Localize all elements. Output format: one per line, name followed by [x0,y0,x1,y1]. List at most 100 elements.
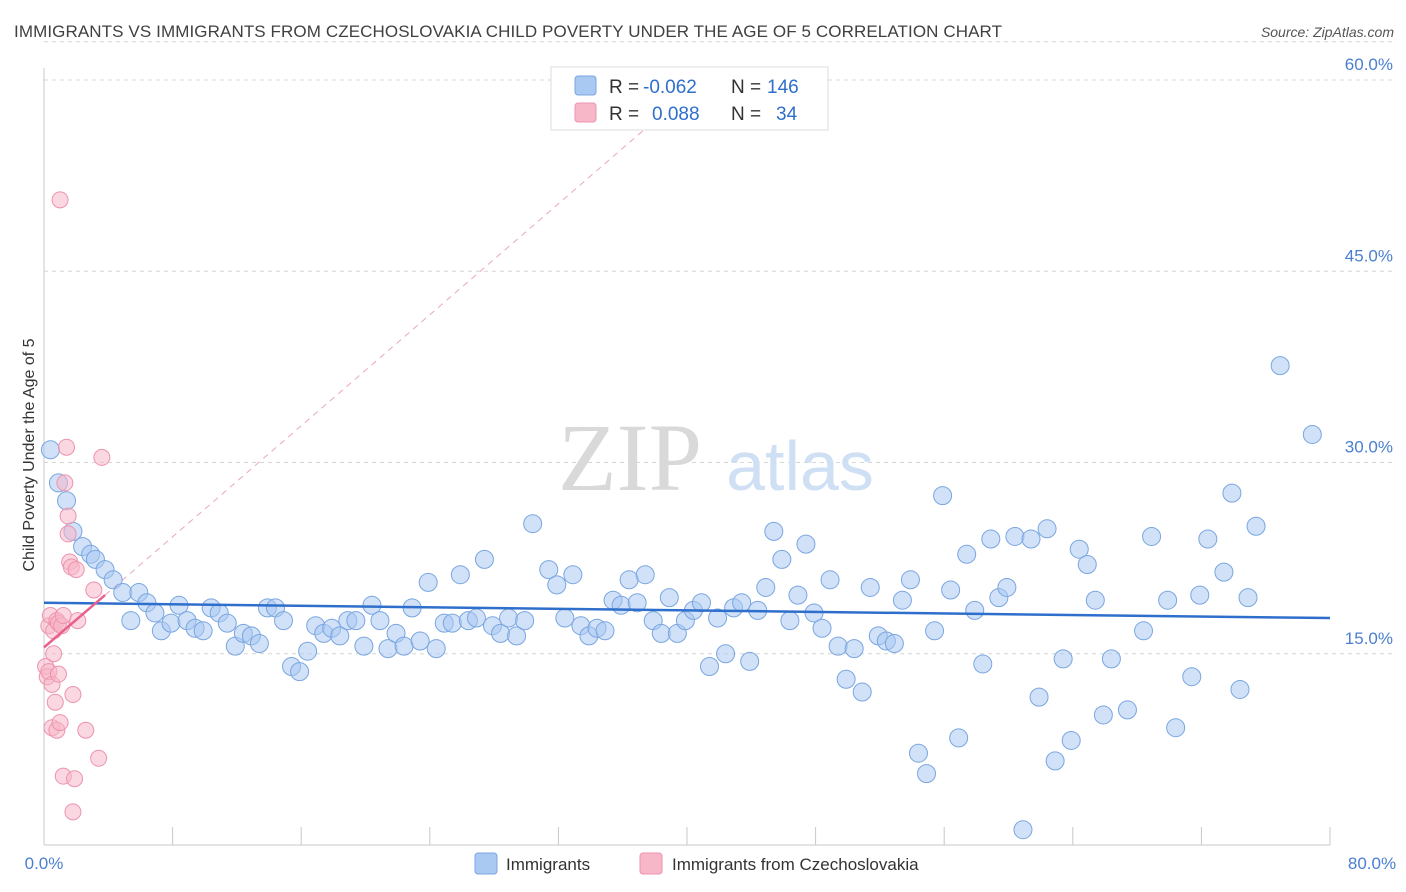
immigrants-point [933,486,953,506]
czechoslovakia-point [93,448,111,466]
immigrants-point [354,636,374,656]
immigrants-point [957,544,977,564]
immigrants-point [563,565,583,585]
immigrants-point [330,626,350,646]
immigrants-point [740,651,760,671]
x-tick-max: 80.0% [1348,854,1396,873]
pink-trend-extension [104,92,688,596]
immigrants-point [1093,705,1113,725]
immigrants-point [217,613,237,633]
immigrants-point [40,440,60,460]
legend-swatch-czechoslovakia [639,852,663,875]
czechoslovakia-point [59,525,77,543]
immigrants-point [1134,621,1154,641]
immigrants-point [700,657,720,676]
czechoslovakia-point [46,693,64,711]
immigrants-point [1302,424,1322,444]
czechoslovakia-point [56,474,74,492]
watermark-zip: ZIP [558,404,702,511]
immigrants-point [1158,590,1178,610]
immigrants-point [659,588,679,608]
immigrants-point [1061,730,1081,750]
immigrants-point [852,682,872,702]
series-legend: Immigrants Immigrants from Czechoslovaki… [474,852,919,875]
immigrants-point [788,585,808,605]
immigrants-point [1142,526,1162,546]
legend-r-value: 0.088 [652,104,700,125]
immigrants-point [1270,356,1290,376]
immigrants-point [1037,519,1057,539]
immigrants-point [1077,555,1097,574]
immigrants-point [442,613,462,633]
immigrants-point [619,570,639,590]
immigrants-point [103,570,123,590]
immigrants-point [346,611,366,631]
immigrants-point [732,593,752,613]
immigrants-point [780,611,800,631]
immigrants-point [997,577,1017,597]
immigrants-point [1117,700,1137,720]
immigrants-point [917,764,937,784]
immigrants-point [651,623,671,643]
source-credit: Source: ZipAtlas.com [1260,24,1394,40]
immigrants-point [370,611,390,631]
immigrants-point [627,593,647,613]
immigrants-point [290,662,310,682]
watermark-atlas: atlas [726,427,874,505]
immigrants-point [539,560,559,580]
immigrants-point [1005,526,1025,546]
immigrants-trend-line [43,601,1331,620]
immigrants-point [1013,820,1033,840]
trend-lines [43,594,1331,649]
immigrants-point [635,565,655,585]
immigrants-point [1166,718,1186,738]
czechoslovakia-point [51,714,69,732]
immigrants-point [193,621,213,641]
immigrants-point [796,534,816,554]
immigrants-point [555,608,575,628]
czechoslovakia-point [67,561,85,579]
immigrants-point [1085,590,1105,610]
czechoslovakia-point [51,191,69,209]
immigrants-point [547,575,567,595]
legend-label-immigrants: Immigrants [506,855,590,874]
immigrants-point [1198,529,1218,549]
immigrants-point [1053,649,1073,669]
immigrants-point [1069,539,1089,559]
legend-swatch-pink [574,102,597,123]
czechoslovakia-trend-line [43,594,106,649]
czechoslovakia-point [58,438,76,456]
immigrants-point [708,608,728,628]
legend-r-label: R = [609,77,639,98]
immigrants-point [925,621,945,641]
y-tick-label: 60.0% [1345,55,1393,74]
legend-swatch-blue [574,75,597,96]
immigrants-point [1101,649,1121,669]
legend-n-label: N = [731,104,761,125]
pink-trend-extension-line [104,92,688,596]
immigrants-point [515,611,535,631]
immigrants-point [828,636,848,656]
immigrants-point [1230,679,1250,699]
y-tick-labels: 15.0% 30.0% 45.0% 60.0% [1345,55,1393,648]
czechoslovakia-point [54,607,72,624]
immigrants-point [965,600,985,620]
immigrants-point [691,593,711,613]
immigrants-point [145,603,165,623]
czechoslovakia-point [64,803,82,821]
legend-n-value: 34 [776,104,798,125]
immigrants-point [57,491,77,511]
legend-r-value: -0.062 [643,77,697,98]
immigrants-point [941,580,961,600]
immigrants-point [113,583,133,603]
immigrants-point [892,590,912,610]
immigrants-point [820,570,840,590]
immigrants-point [772,549,792,569]
legend-n-label: N = [731,77,761,98]
immigrants-point [595,621,615,641]
immigrants-point [426,639,446,659]
legend-swatch-immigrants [474,852,498,875]
czechoslovakia-point [90,749,108,767]
immigrants-point [161,613,181,633]
